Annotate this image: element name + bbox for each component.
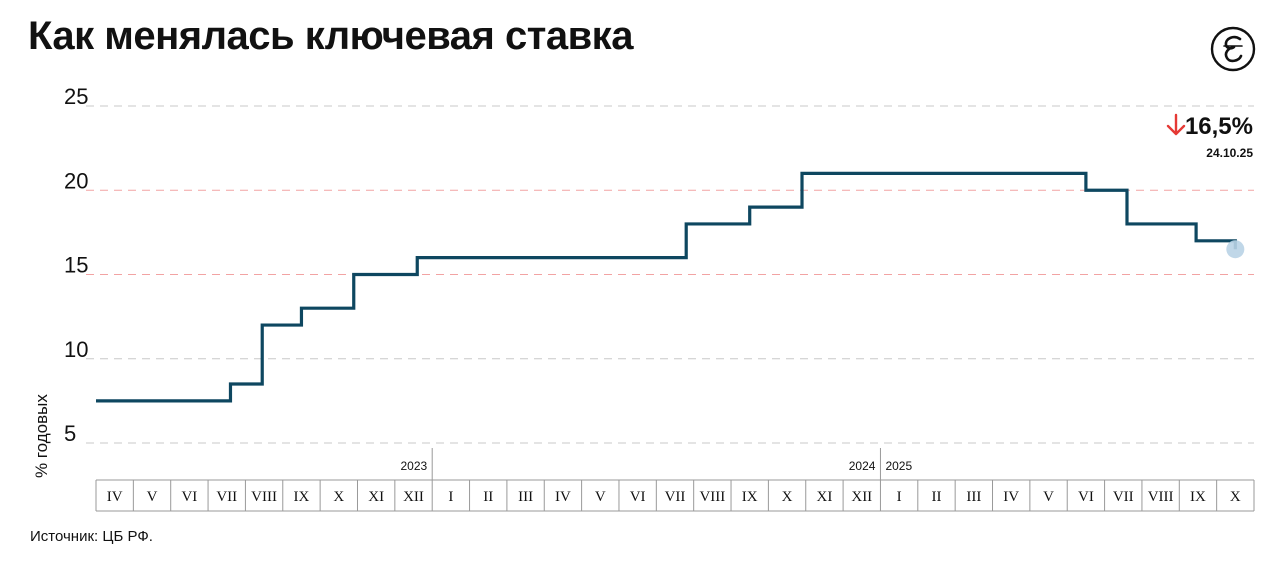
x-tick-label: X xyxy=(333,489,344,505)
y-tick-label: 10 xyxy=(64,337,88,362)
x-tick-label: II xyxy=(931,489,941,505)
series-end-marker xyxy=(1226,240,1245,259)
x-tick-label: IX xyxy=(294,489,310,505)
y-tick-label: 5 xyxy=(64,421,76,446)
x-tick-label: III xyxy=(966,489,981,505)
year-label: 2025 xyxy=(885,459,912,473)
y-tick-label: 15 xyxy=(64,253,88,278)
x-tick-label: VI xyxy=(1078,489,1094,505)
x-tick-label: VII xyxy=(665,489,686,505)
x-tick-label: XII xyxy=(851,489,872,505)
x-tick-label: VI xyxy=(181,489,197,505)
x-tick-label: V xyxy=(595,489,606,505)
x-tick-label: IX xyxy=(1190,489,1206,505)
y-tick-label: 20 xyxy=(64,168,88,193)
x-tick-label: IV xyxy=(107,489,123,505)
x-tick-label: XI xyxy=(817,489,833,505)
x-axis: IV V VI VII VIII IX X XI XII I II III IV V VI VII VIII IX… xyxy=(95,448,1255,512)
x-tick-label: V xyxy=(1043,489,1054,505)
year-label: 2024 xyxy=(849,459,876,473)
x-tick-label: IV xyxy=(555,489,571,505)
page-title: Как менялась ключевая ставка xyxy=(28,14,633,58)
x-tick-label: IX xyxy=(742,489,758,505)
x-tick-label: III xyxy=(518,489,533,505)
arrow-down-icon xyxy=(1166,113,1186,136)
y-tick-label: 25 xyxy=(64,84,88,109)
x-tick-label: V xyxy=(147,489,158,505)
year-label: 2023 xyxy=(400,459,427,473)
x-tick-label: VII xyxy=(216,489,237,505)
series-line xyxy=(96,171,1237,403)
x-tick-label: II xyxy=(483,489,493,505)
x-tick-label: VI xyxy=(630,489,646,505)
y-axis-ticks: 5 10 15 20 25 xyxy=(64,84,88,446)
grid-lines xyxy=(86,105,1254,444)
x-tick-label: XII xyxy=(403,489,424,505)
x-tick-label: XI xyxy=(368,489,384,505)
latest-value-annotation: 16,5% 24.10.25 xyxy=(1166,113,1253,160)
latest-date: 24.10.25 xyxy=(1206,146,1253,160)
x-tick-label: IV xyxy=(1003,489,1019,505)
x-tick-label: I xyxy=(897,489,902,505)
x-tick-label: X xyxy=(782,489,793,505)
x-tick-label: VIII xyxy=(699,489,725,505)
x-tick-label: X xyxy=(1230,489,1241,505)
x-tick-label: VIII xyxy=(1148,489,1174,505)
e-monogram-icon xyxy=(1210,26,1256,72)
y-axis-label: % годовых xyxy=(32,394,51,478)
x-tick-label: I xyxy=(448,489,453,505)
x-tick-label: VIII xyxy=(251,489,277,505)
x-tick-label: VII xyxy=(1113,489,1134,505)
source-note: Источник: ЦБ РФ. xyxy=(30,528,153,545)
latest-value: 16,5% xyxy=(1185,113,1253,140)
